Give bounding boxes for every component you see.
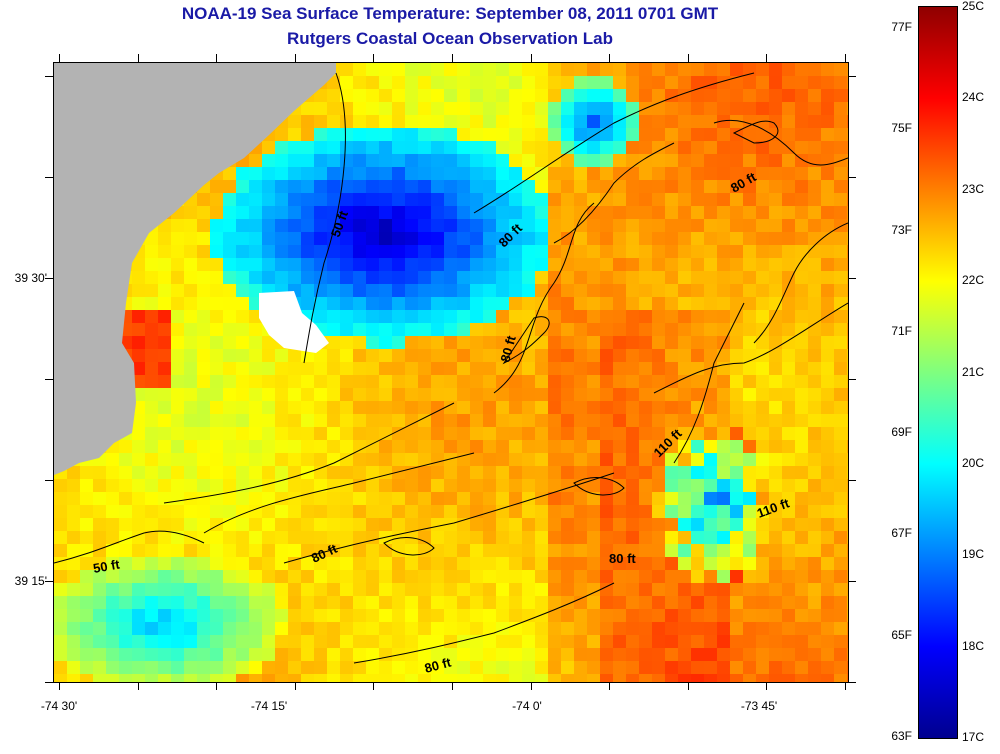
x-axis-label: -74 15': [250, 699, 288, 713]
temperature-pixels: [54, 63, 848, 682]
x-axis-label: -73 45': [740, 699, 778, 713]
cloud-mask: [259, 291, 329, 353]
bathymetry-contours: [54, 72, 848, 664]
map-title: NOAA-19 Sea Surface Temperature: Septemb…: [181, 4, 719, 23]
colorbar-label-fahrenheit: 77F: [891, 20, 912, 34]
colorbar-label-fahrenheit: 69F: [891, 425, 912, 440]
colorbar-label-celsius: 18C: [962, 638, 985, 653]
colorbar-label-celsius: 23C: [962, 181, 985, 196]
colorbar-gradient: [919, 7, 957, 738]
y-axis-label: 39 30': [14, 271, 47, 285]
contour-label: 50 ft: [92, 556, 122, 576]
x-axis-label: -74 0': [512, 699, 542, 713]
colorbar-label-celsius: 17C: [962, 730, 985, 744]
colorbar-label-celsius: 19C: [962, 547, 985, 562]
contour-label: 80 ft: [609, 551, 636, 566]
colorbar-label-fahrenheit: 67F: [891, 526, 912, 541]
colorbar-label-fahrenheit: 65F: [891, 627, 912, 642]
map-subtitle: Rutgers Coastal Ocean Observation Lab: [287, 29, 613, 48]
colorbar-label-celsius: 25C: [962, 0, 985, 13]
land-mass: [54, 63, 336, 475]
colorbar-label-fahrenheit: 73F: [891, 222, 912, 237]
colorbar-label-celsius: 21C: [962, 364, 985, 379]
contour-label: 80 ft: [423, 654, 453, 676]
contour-label: 80 ft: [497, 333, 519, 363]
colorbar-label-celsius: 22C: [962, 273, 985, 288]
colorbar-label-celsius: 24C: [962, 90, 985, 105]
x-axis-label: -74 30': [40, 699, 78, 713]
y-axis-label: 39 15': [14, 574, 47, 588]
colorbar-label-fahrenheit: 71F: [891, 323, 912, 338]
colorbar-label-fahrenheit: 75F: [891, 121, 912, 136]
colorbar: [918, 6, 958, 739]
sst-map[interactable]: 80 ft 50 ft 80 ft 80 ft 80 ft 110 ft 110 ft 50 …: [53, 62, 849, 683]
colorbar-label-fahrenheit: 63F: [891, 728, 912, 743]
colorbar-label-celsius: 20C: [962, 455, 985, 470]
